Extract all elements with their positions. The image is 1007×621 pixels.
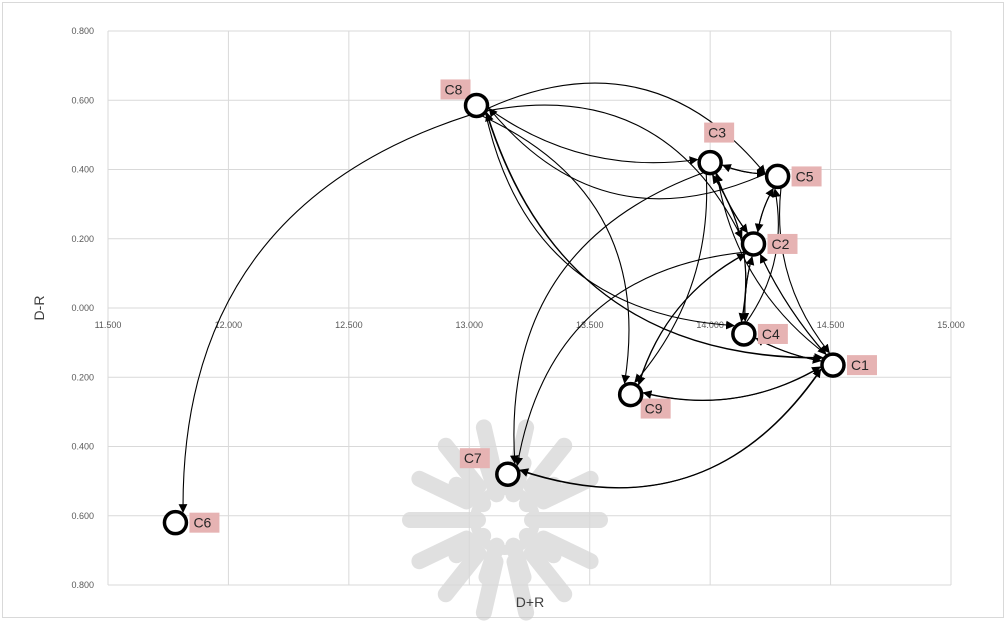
y-tick-label: 0.200 (71, 372, 94, 382)
node-point (620, 384, 642, 406)
x-tick-label: 12.500 (335, 320, 363, 330)
node-label: C5 (796, 168, 814, 184)
node-point (466, 94, 488, 116)
node-point (733, 323, 755, 345)
x-tick-label: 15.000 (937, 320, 965, 330)
edge-arrow (638, 254, 745, 385)
y-tick-label: 0.800 (71, 26, 94, 36)
node-label: C7 (464, 450, 482, 466)
edge-arrow (758, 189, 774, 233)
node-point (497, 463, 519, 485)
node-label: C8 (445, 81, 463, 97)
watermark-petal (484, 562, 496, 613)
x-tick-label: 13.000 (456, 320, 484, 330)
node-label: C1 (851, 357, 869, 373)
edge-arrow (716, 173, 748, 232)
edge-arrow (639, 253, 746, 384)
x-tick-label: 11.500 (95, 320, 122, 330)
x-axis-title: D+R (516, 594, 544, 610)
edge-arrow (183, 115, 469, 512)
x-tick-label: 13.500 (576, 320, 604, 330)
node-point (699, 152, 721, 174)
edge-arrow (643, 367, 821, 400)
y-tick-labels: 0.800 0.600 0.400 0.200 0.000 0.200 0.400 0.600… (71, 26, 94, 590)
y-tick-label: 0.800 (71, 580, 94, 590)
node-point (822, 354, 844, 376)
edge-arrow (486, 113, 734, 325)
y-tick-label: 0.600 (71, 95, 94, 105)
edge-arrow (520, 369, 821, 488)
y-tick-label: 0.400 (71, 442, 94, 452)
y-tick-label: 0.600 (71, 511, 94, 521)
y-tick-label: 0.000 (71, 303, 94, 313)
node-label: C4 (762, 326, 780, 342)
node-point (164, 512, 186, 534)
y-tick-label: 0.400 (71, 165, 94, 175)
edge-arrow (644, 367, 822, 400)
edge-arrow (482, 116, 629, 383)
node-label: C9 (645, 401, 663, 417)
x-tick-labels: 11.500 12.000 12.500 13.000 13.500 14.000 14.5… (95, 320, 965, 330)
edge-arrow (489, 108, 766, 198)
y-tick-label: 0.200 (71, 234, 94, 244)
node-label: C6 (193, 515, 211, 531)
edge-arrow (758, 188, 774, 232)
edge-arrow (519, 369, 820, 488)
node-label: C3 (708, 125, 726, 141)
x-tick-label: 14.500 (817, 320, 845, 330)
node-point (767, 165, 789, 187)
edge-arrow (514, 173, 704, 464)
edges (183, 83, 829, 512)
node-point (742, 233, 764, 255)
y-axis-title: D-R (31, 296, 47, 321)
node-label: C2 (771, 236, 789, 252)
